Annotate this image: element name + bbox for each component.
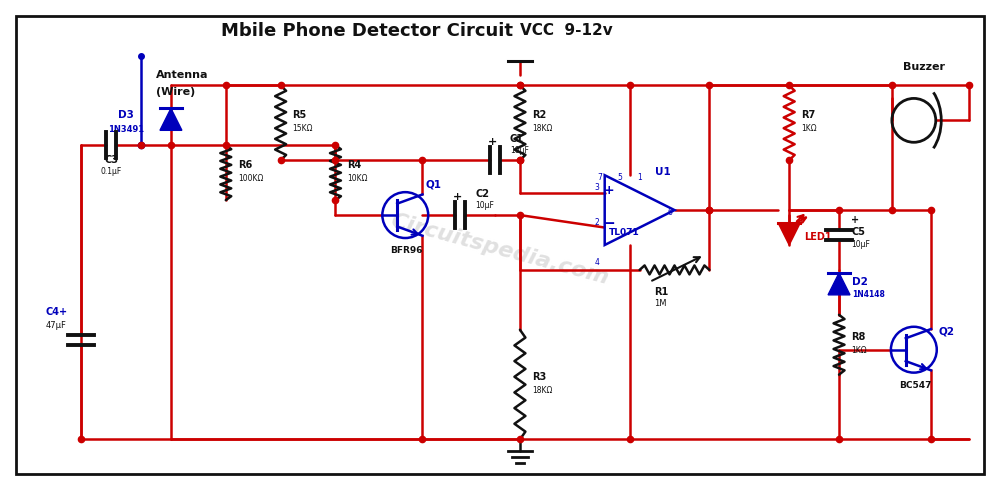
Text: TL071: TL071 xyxy=(609,228,640,237)
Text: C4+: C4+ xyxy=(45,307,67,317)
Text: 0.1µF: 0.1µF xyxy=(100,167,122,176)
Text: R3: R3 xyxy=(532,371,546,382)
Text: 1KΩ: 1KΩ xyxy=(801,124,817,133)
Text: (Wire): (Wire) xyxy=(156,87,195,98)
Text: +: + xyxy=(851,215,859,225)
Text: R8: R8 xyxy=(851,332,865,342)
Text: +: + xyxy=(603,184,614,197)
Text: 1: 1 xyxy=(638,173,642,182)
Text: 15KΩ: 15KΩ xyxy=(293,124,313,133)
Text: C3: C3 xyxy=(104,155,118,165)
Text: D2: D2 xyxy=(852,277,868,287)
Text: 2: 2 xyxy=(595,218,599,227)
Text: 1KΩ: 1KΩ xyxy=(851,345,867,355)
Text: C5: C5 xyxy=(851,227,865,237)
Text: 7: 7 xyxy=(598,173,603,182)
Text: 4: 4 xyxy=(595,258,600,267)
Text: Q2: Q2 xyxy=(939,327,955,337)
Text: +: + xyxy=(487,137,497,147)
Text: 100KΩ: 100KΩ xyxy=(238,173,263,183)
Text: Mbile Phone Detector Circuit: Mbile Phone Detector Circuit xyxy=(221,22,513,40)
Text: R4: R4 xyxy=(347,160,362,170)
Text: R6: R6 xyxy=(238,160,252,170)
Text: VCC  9-12v: VCC 9-12v xyxy=(520,23,613,38)
Text: BC547: BC547 xyxy=(899,381,931,390)
Text: R5: R5 xyxy=(293,110,307,120)
Polygon shape xyxy=(828,273,850,295)
Text: 10µF: 10µF xyxy=(475,201,494,210)
Text: R2: R2 xyxy=(532,110,546,120)
Text: 18KΩ: 18KΩ xyxy=(532,124,552,133)
Text: 5: 5 xyxy=(618,173,623,182)
Text: 10µF: 10µF xyxy=(510,146,529,155)
Text: +: + xyxy=(452,192,462,202)
Text: 10µF: 10µF xyxy=(851,240,870,249)
Text: Circuitspedia.com: Circuitspedia.com xyxy=(389,211,611,289)
Text: C1: C1 xyxy=(510,134,524,144)
Polygon shape xyxy=(778,223,800,245)
Text: U1: U1 xyxy=(655,167,670,177)
Text: 3: 3 xyxy=(595,183,600,192)
Text: 1N3491: 1N3491 xyxy=(108,125,144,134)
Text: 47µF: 47µF xyxy=(46,321,67,330)
Text: Q1: Q1 xyxy=(425,179,441,189)
Polygon shape xyxy=(160,108,182,130)
Text: −: − xyxy=(602,216,615,231)
Text: BFR96: BFR96 xyxy=(390,246,423,255)
Text: D3: D3 xyxy=(118,110,134,121)
Text: C2: C2 xyxy=(475,189,489,199)
Text: Buzzer: Buzzer xyxy=(903,63,945,73)
Text: 1N4148: 1N4148 xyxy=(852,290,885,299)
Text: R7: R7 xyxy=(801,110,815,120)
Text: 10KΩ: 10KΩ xyxy=(347,173,368,183)
Text: LED1: LED1 xyxy=(804,232,832,242)
Text: 1M: 1M xyxy=(655,299,667,308)
Text: 6: 6 xyxy=(668,208,672,217)
Text: 18KΩ: 18KΩ xyxy=(532,386,552,394)
Text: R1: R1 xyxy=(655,287,669,297)
Text: Antenna: Antenna xyxy=(156,71,208,80)
